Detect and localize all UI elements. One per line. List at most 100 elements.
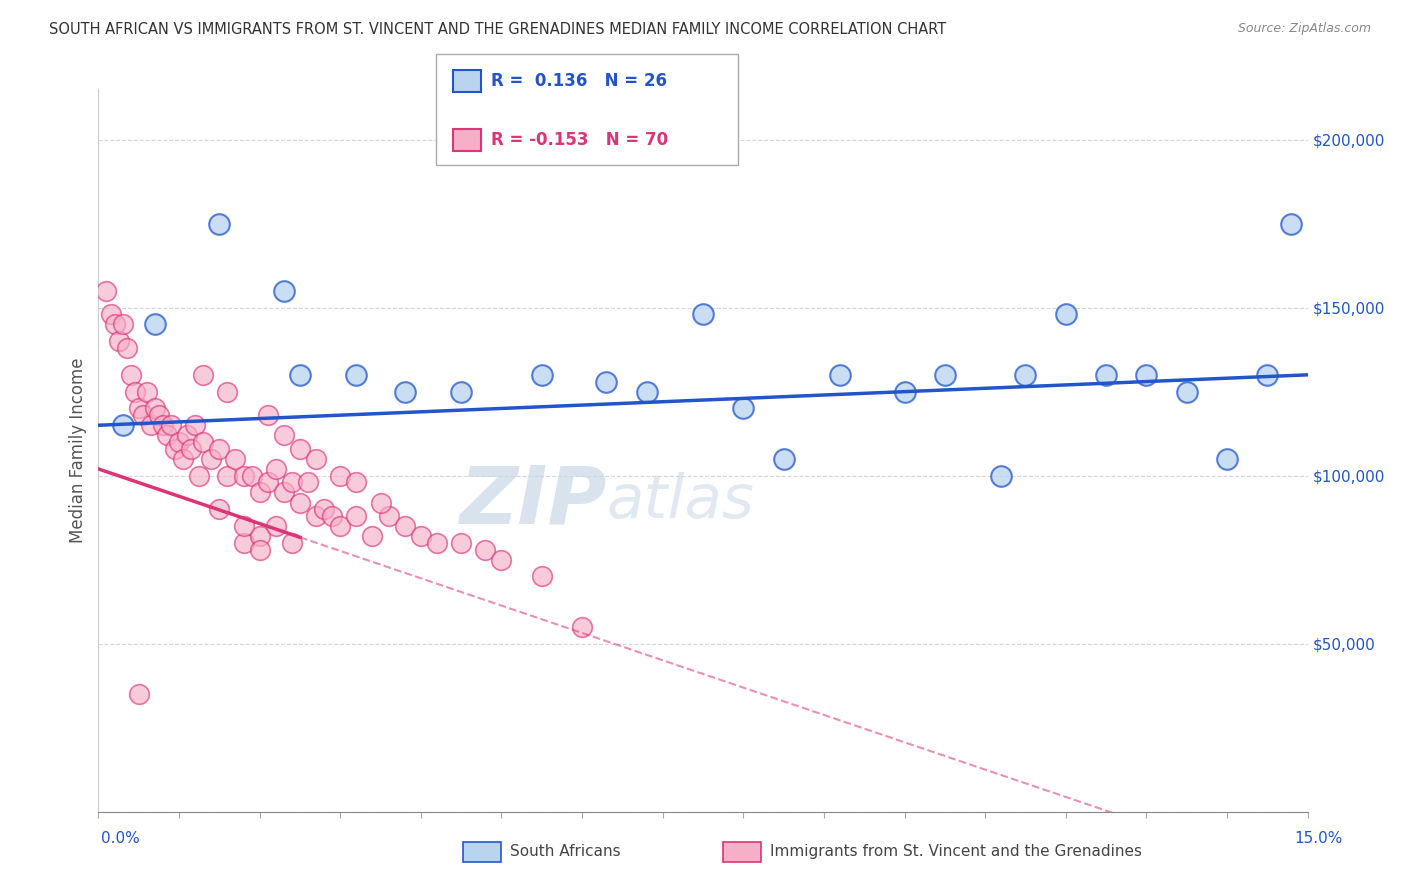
Point <box>288 442 311 456</box>
Point <box>176 428 198 442</box>
Point <box>893 384 915 399</box>
Point <box>143 401 166 416</box>
Point <box>990 468 1012 483</box>
Point <box>107 334 129 349</box>
Point <box>180 442 202 456</box>
Point <box>450 384 472 399</box>
Point <box>249 529 271 543</box>
Point <box>96 284 118 298</box>
Text: R =  0.136   N = 26: R = 0.136 N = 26 <box>491 72 666 90</box>
Point <box>256 475 278 490</box>
Point <box>135 384 157 399</box>
Point <box>193 435 215 450</box>
Point <box>636 384 658 399</box>
Point <box>128 401 150 416</box>
Text: South Africans: South Africans <box>510 845 621 859</box>
Point <box>1135 368 1157 382</box>
Y-axis label: Median Family Income: Median Family Income <box>69 358 87 543</box>
Point <box>249 542 271 557</box>
Point <box>426 536 449 550</box>
Point <box>120 368 142 382</box>
Point <box>217 468 239 483</box>
Point <box>314 502 336 516</box>
Point <box>1054 307 1077 321</box>
Point <box>530 368 553 382</box>
Point <box>163 442 186 456</box>
Point <box>450 536 472 550</box>
Point <box>394 519 416 533</box>
Point <box>148 408 170 422</box>
Point <box>160 418 183 433</box>
Point <box>264 462 287 476</box>
Point <box>1281 217 1303 231</box>
Point <box>232 519 254 533</box>
Point <box>264 519 287 533</box>
Point <box>394 384 416 399</box>
Point <box>128 687 150 701</box>
Point <box>124 384 146 399</box>
Point <box>103 318 125 332</box>
Point <box>200 451 222 466</box>
Point <box>361 529 384 543</box>
Point <box>305 508 328 523</box>
Point <box>156 428 179 442</box>
Point <box>139 418 162 433</box>
Text: 15.0%: 15.0% <box>1295 831 1343 846</box>
Point <box>530 569 553 583</box>
Point <box>132 408 155 422</box>
Point <box>370 495 392 509</box>
Point <box>167 435 190 450</box>
Point <box>409 529 432 543</box>
Point <box>143 318 166 332</box>
Point <box>828 368 851 382</box>
Point <box>111 418 134 433</box>
Point <box>772 451 794 466</box>
Point <box>1095 368 1118 382</box>
Point <box>240 468 263 483</box>
Point <box>273 428 295 442</box>
Point <box>329 519 352 533</box>
Point <box>1256 368 1278 382</box>
Point <box>193 368 215 382</box>
Point <box>595 375 617 389</box>
Point <box>172 451 194 466</box>
Point <box>273 284 295 298</box>
Point <box>188 468 211 483</box>
Point <box>733 401 755 416</box>
Point <box>1175 384 1198 399</box>
Point <box>281 475 304 490</box>
Point <box>184 418 207 433</box>
Point <box>329 468 352 483</box>
Point <box>344 475 367 490</box>
Point <box>288 495 311 509</box>
Point <box>934 368 956 382</box>
Point <box>152 418 174 433</box>
Point <box>377 508 399 523</box>
Point <box>208 502 231 516</box>
Point <box>1014 368 1036 382</box>
Point <box>273 485 295 500</box>
Point <box>281 536 304 550</box>
Text: Immigrants from St. Vincent and the Grenadines: Immigrants from St. Vincent and the Gren… <box>770 845 1143 859</box>
Point <box>217 384 239 399</box>
Point <box>232 536 254 550</box>
Point <box>100 307 122 321</box>
Point <box>111 318 134 332</box>
Point <box>256 408 278 422</box>
Point <box>115 341 138 355</box>
Point <box>208 442 231 456</box>
Point <box>692 307 714 321</box>
Point <box>232 468 254 483</box>
Point <box>249 485 271 500</box>
Point <box>224 451 246 466</box>
Point <box>344 368 367 382</box>
Text: R = -0.153   N = 70: R = -0.153 N = 70 <box>491 131 668 149</box>
Point <box>1216 451 1239 466</box>
Text: ZIP: ZIP <box>458 462 606 540</box>
Point <box>474 542 496 557</box>
Text: 0.0%: 0.0% <box>101 831 141 846</box>
Text: atlas: atlas <box>606 472 754 531</box>
Point <box>491 552 513 566</box>
Point <box>288 368 311 382</box>
Point <box>208 217 231 231</box>
